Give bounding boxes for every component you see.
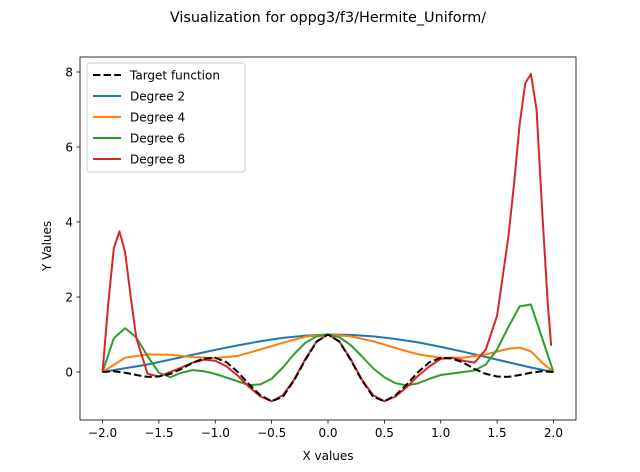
x-tick-label: −0.5	[257, 426, 286, 440]
y-tick-label: 8	[65, 65, 73, 79]
x-tick-label: −2.0	[88, 426, 117, 440]
legend-entry: Degree 6	[130, 131, 185, 145]
x-tick-label: 0.0	[318, 426, 337, 440]
y-axis: 0 2 4 6 8	[65, 65, 80, 379]
y-tick-label: 2	[65, 290, 73, 304]
x-tick-label: −1.0	[201, 426, 230, 440]
x-axis: −2.0 −1.5 −1.0 −0.5 0.0 0.5 1.0 1.5 2.0	[88, 420, 563, 440]
series-line-target-function	[102, 333, 554, 403]
x-tick-label: 2.0	[544, 426, 563, 440]
y-tick-label: 6	[65, 140, 73, 154]
x-tick-label: −1.5	[144, 426, 173, 440]
series-line-degree-4	[102, 333, 555, 373]
y-tick-label: 0	[65, 365, 73, 379]
x-tick-label: 1.0	[431, 426, 450, 440]
y-axis-label: Y Values	[40, 221, 54, 272]
legend-entry: Degree 2	[130, 89, 185, 103]
legend-entry: Degree 8	[130, 152, 185, 166]
legend-entry: Target function	[129, 68, 220, 82]
x-tick-label: 1.5	[488, 426, 507, 440]
x-tick-label: 0.5	[375, 426, 394, 440]
series-layer	[101, 72, 555, 403]
legend-entry: Degree 4	[130, 110, 185, 124]
legend-box	[86, 62, 246, 173]
legend: Target function Degree 2 Degree 4 Degree 6 D…	[86, 62, 246, 173]
chart-title: Visualization for oppg3/f3/Hermite_Unifo…	[170, 10, 486, 26]
y-tick-label: 4	[65, 215, 73, 229]
x-axis-label: X values	[302, 449, 353, 463]
